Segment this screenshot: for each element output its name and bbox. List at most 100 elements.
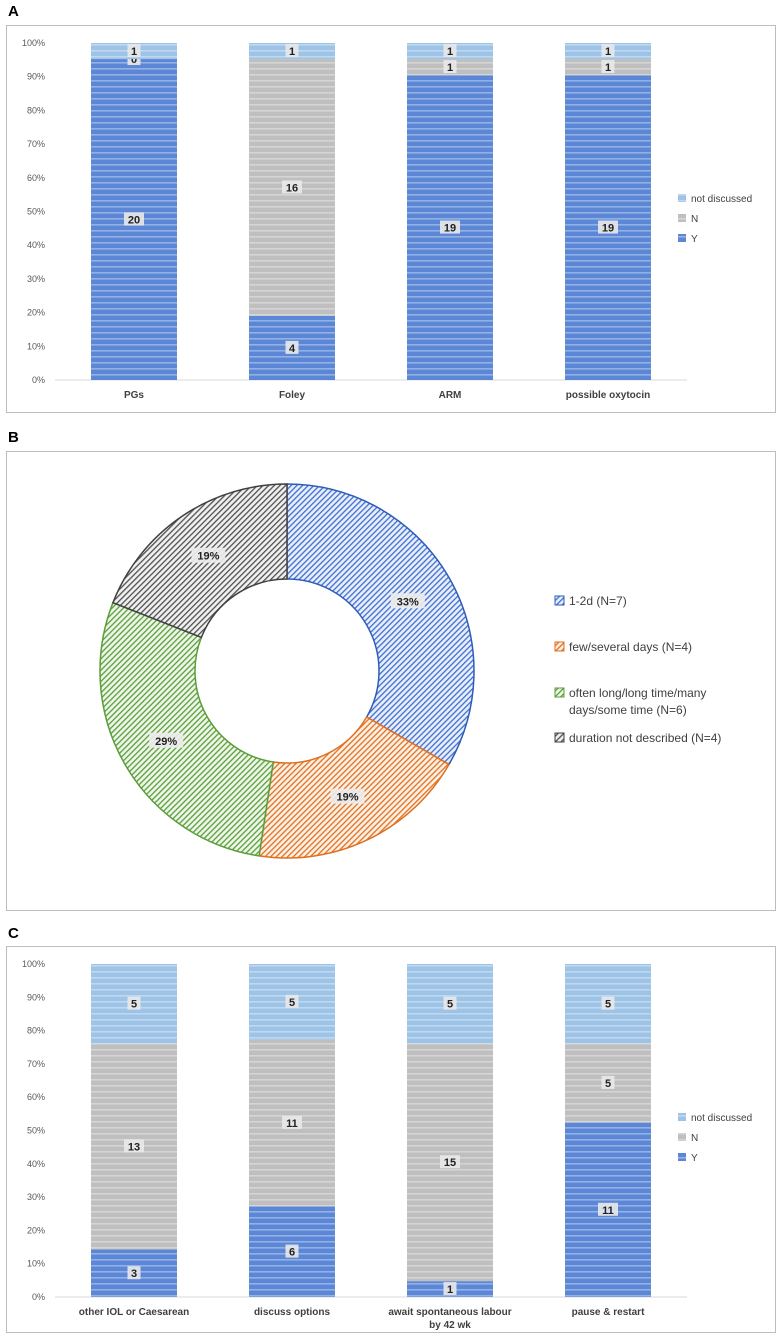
data-label-bg	[127, 996, 141, 1010]
bar-group-pause-restart: 11 5 5	[565, 964, 651, 1297]
y-tick-label: 50%	[27, 1126, 45, 1136]
y-tick-label: 40%	[27, 1159, 45, 1169]
data-label-bg	[440, 1155, 460, 1169]
y-tick-label: 90%	[27, 992, 45, 1002]
data-label-y: 4	[289, 343, 296, 355]
data-label-bg	[440, 220, 460, 234]
data-label-bg	[601, 996, 615, 1010]
y-tick-label: 10%	[27, 341, 45, 351]
panel-label-a: A	[8, 3, 19, 20]
data-label-n: 13	[128, 1141, 140, 1153]
legend-label-often-long-long-time-many-days-some-time-n-6: days/some time (N=6)	[569, 703, 687, 717]
y-tick-label: 0%	[32, 375, 45, 385]
data-label-n: 1	[447, 62, 453, 74]
x-tick-label: await spontaneous labour	[388, 1307, 511, 1318]
panel-label-b: B	[8, 429, 19, 446]
data-label-bg	[285, 44, 299, 58]
legend-swatch-not-discussed	[678, 1113, 686, 1121]
data-label-bg	[443, 1282, 457, 1296]
data-label-not-discussed: 5	[447, 999, 453, 1011]
chart-c: 0% 10% 20% 30% 40% 50% 60% 70% 80% 90% 100% 3 13 5 oth…	[22, 959, 752, 1331]
x-tick-label: pause & restart	[572, 1307, 645, 1318]
legend-label-duration-not-described-n-4: duration not described (N=4)	[569, 731, 721, 745]
data-label-not-discussed: 1	[447, 46, 453, 58]
data-label-bg	[285, 1244, 299, 1258]
x-tick-label: possible oxytocin	[566, 390, 650, 401]
legend-swatch-1-2d-n-7	[554, 595, 565, 606]
data-label-bg	[149, 732, 184, 748]
data-label-y: 19	[444, 223, 456, 235]
data-label-not-discussed: 1	[289, 46, 295, 58]
data-label-bg	[443, 996, 457, 1010]
data-label-bg	[598, 220, 618, 234]
y-tick-label: 70%	[27, 139, 45, 149]
data-label-bg	[598, 1202, 618, 1216]
y-tick-label: 20%	[27, 1225, 45, 1235]
legend-label-few-several-days-n-4: few/several days (N=4)	[569, 640, 692, 654]
data-label-often-long-long-time-many-days-some-time-n-6: 29%	[155, 736, 177, 748]
y-tick-label: 0%	[32, 1292, 45, 1302]
legend-swatch-often-long-long-time-many-days-some-time-n-6	[554, 687, 565, 698]
y-tick-label: 60%	[27, 173, 45, 183]
y-tick-label: 60%	[27, 1092, 45, 1102]
donut-slice-1-2d-n-7	[286, 483, 475, 766]
data-label-n: 1	[605, 62, 611, 74]
x-tick-label: other IOL or Caesarean	[79, 1307, 189, 1318]
bar-group-foley: 4 16 1	[249, 43, 335, 380]
data-label-bg	[285, 994, 299, 1008]
data-label-n: 5	[605, 1078, 611, 1090]
legend-label-y: Y	[691, 234, 698, 245]
y-tick-label: 100%	[22, 38, 45, 48]
data-label-bg	[601, 60, 615, 74]
y-tick-label: 40%	[27, 240, 45, 250]
data-label-n: 11	[286, 1118, 298, 1130]
y-tick-label: 50%	[27, 207, 45, 217]
data-label-bg	[127, 44, 141, 58]
data-label-y: 1	[447, 1284, 453, 1296]
data-label-bg	[330, 788, 365, 804]
data-label-y: 11	[602, 1205, 614, 1217]
data-label-not-discussed: 5	[605, 999, 611, 1011]
data-label-bg	[443, 44, 457, 58]
y-tick-label: 70%	[27, 1059, 45, 1069]
data-label-not-discussed: 1	[131, 46, 137, 58]
legend-label-y: Y	[691, 1153, 698, 1164]
data-label-n: 15	[444, 1157, 456, 1169]
chart-b-frame: 33% 19% 29% 19% 1-2d (N=7) few/several days (…	[6, 451, 776, 911]
data-label-bg	[282, 1115, 302, 1129]
y-tick-label: 80%	[27, 1026, 45, 1036]
legend-label-often-long-long-time-many-days-some-time-n-6: often long/long time/many	[569, 686, 706, 700]
legend-swatch-y	[678, 1153, 686, 1161]
data-label-not-discussed: 1	[605, 46, 611, 58]
legend-swatch-y	[678, 234, 686, 242]
data-label-duration-not-described-n-4: 19%	[197, 551, 219, 563]
data-label-1-2d-n-7: 33%	[397, 596, 419, 608]
data-label-y: 3	[131, 1268, 137, 1280]
y-tick-label: 100%	[22, 959, 45, 969]
data-label-few-several-days-n-4: 19%	[337, 792, 359, 804]
data-label-bg	[390, 593, 425, 609]
legend-label-n: N	[691, 214, 698, 225]
legend-swatch-few-several-days-n-4	[554, 641, 565, 652]
y-tick-label: 10%	[27, 1259, 45, 1269]
data-label-bg	[124, 1139, 144, 1153]
legend-swatch-duration-not-described-n-4	[554, 732, 565, 743]
data-label-n: 0	[131, 54, 137, 66]
data-label-bg	[601, 44, 615, 58]
x-tick-label: ARM	[439, 390, 462, 401]
data-label-bg	[124, 212, 144, 226]
bar-group-discuss-options: 6 11 5	[249, 964, 335, 1297]
data-label-bg	[282, 180, 302, 194]
legend-label-not-discussed: not discussed	[691, 1113, 752, 1124]
data-label-bg	[285, 340, 299, 354]
data-label-not-discussed: 5	[289, 997, 295, 1009]
x-tick-label: PGs	[124, 390, 144, 401]
legend-swatch-not-discussed	[678, 194, 686, 202]
panel-label-c: C	[8, 925, 19, 942]
legend-label-n: N	[691, 1133, 698, 1144]
data-label-bg	[443, 60, 457, 74]
data-label-y: 6	[289, 1247, 295, 1259]
y-tick-label: 30%	[27, 274, 45, 284]
